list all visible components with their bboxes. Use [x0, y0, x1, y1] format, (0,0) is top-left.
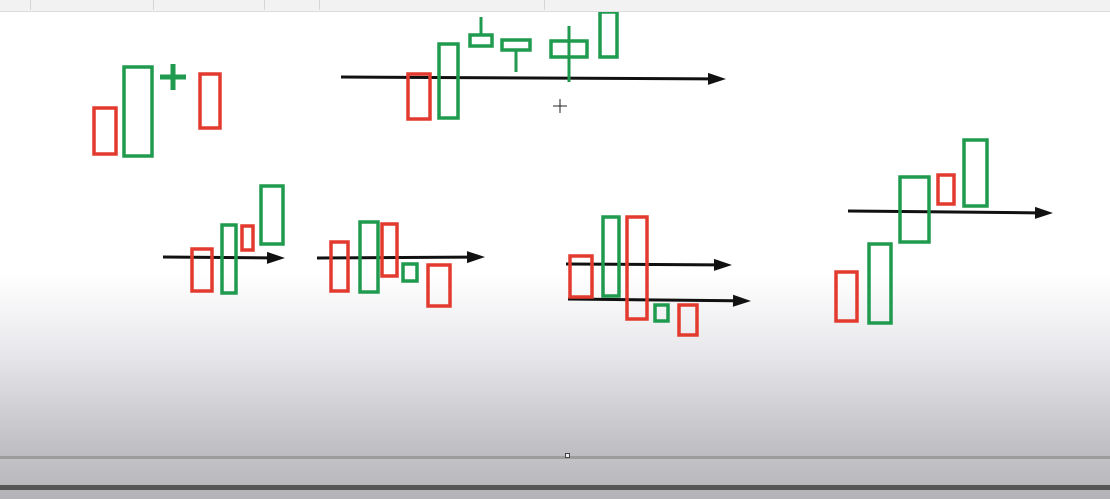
- bullish-candle: [598, 12, 619, 59]
- bearish-candle: [568, 254, 594, 299]
- bullish-candle: [867, 242, 893, 325]
- bullish-candle: [259, 184, 285, 246]
- bullish-candle: [437, 42, 460, 120]
- bullish-candle: [898, 175, 931, 244]
- trend-arrow-head: [713, 258, 732, 271]
- trend-arrow-head: [466, 251, 485, 264]
- bearish-candle: [406, 72, 432, 121]
- group-right: [834, 138, 1053, 325]
- bullish-candle: [500, 38, 532, 52]
- bullish-candle: [220, 223, 238, 295]
- trend-arrow-head: [707, 72, 726, 85]
- bullish-candle: [468, 33, 494, 48]
- toolbar-separator: [153, 0, 154, 10]
- bullish-candle: [549, 39, 589, 59]
- trend-arrow-head: [1034, 206, 1053, 219]
- bullish-candle: [601, 215, 621, 298]
- bearish-candle: [92, 106, 118, 156]
- bullish-candle: [358, 220, 380, 294]
- trend-arrow-head: [732, 294, 751, 307]
- bearish-candle: [380, 222, 399, 278]
- bearish-candle: [329, 240, 350, 293]
- bearish-candle: [198, 72, 222, 130]
- bearish-candle: [677, 303, 699, 337]
- scrollbar-track[interactable]: [0, 485, 1110, 490]
- trend-arrow-head: [266, 251, 285, 264]
- crosshair-cursor-icon: [553, 99, 567, 113]
- candlestick-diagram: [92, 12, 1053, 337]
- group-top-left: [92, 64, 222, 158]
- bottom-scrollbar-area[interactable]: [0, 453, 1110, 499]
- bullish-candle: [122, 65, 154, 158]
- trend-arrow-line: [316, 255, 468, 260]
- bearish-candle: [936, 173, 956, 206]
- trend-arrow-line: [340, 75, 709, 81]
- bearish-candle: [625, 215, 649, 321]
- toolbar-strip: [0, 0, 1110, 12]
- trend-arrow-line: [567, 297, 734, 303]
- divider: [0, 456, 1110, 459]
- bullish-candle: [653, 303, 670, 323]
- bullish-candle: [962, 138, 989, 208]
- group-top-center: [340, 12, 726, 121]
- bearish-candle: [240, 224, 255, 252]
- trend-arrow-line: [162, 255, 268, 260]
- bearish-candle: [834, 270, 859, 323]
- bullish-candle: [401, 262, 419, 283]
- trend-arrow-line: [847, 209, 1036, 215]
- bearish-candle: [190, 247, 214, 293]
- group-lower-center: [316, 220, 485, 308]
- toolbar-separator: [544, 0, 545, 10]
- group-lower-left: [162, 184, 285, 295]
- resize-handle[interactable]: [565, 453, 570, 458]
- drawing-canvas[interactable]: [0, 12, 1110, 456]
- trend-arrow-line: [565, 262, 715, 267]
- toolbar-separator: [319, 0, 320, 10]
- group-lower-right-center: [565, 215, 751, 337]
- toolbar-separator: [30, 0, 31, 10]
- toolbar-separator: [264, 0, 265, 10]
- bearish-candle: [426, 263, 452, 308]
